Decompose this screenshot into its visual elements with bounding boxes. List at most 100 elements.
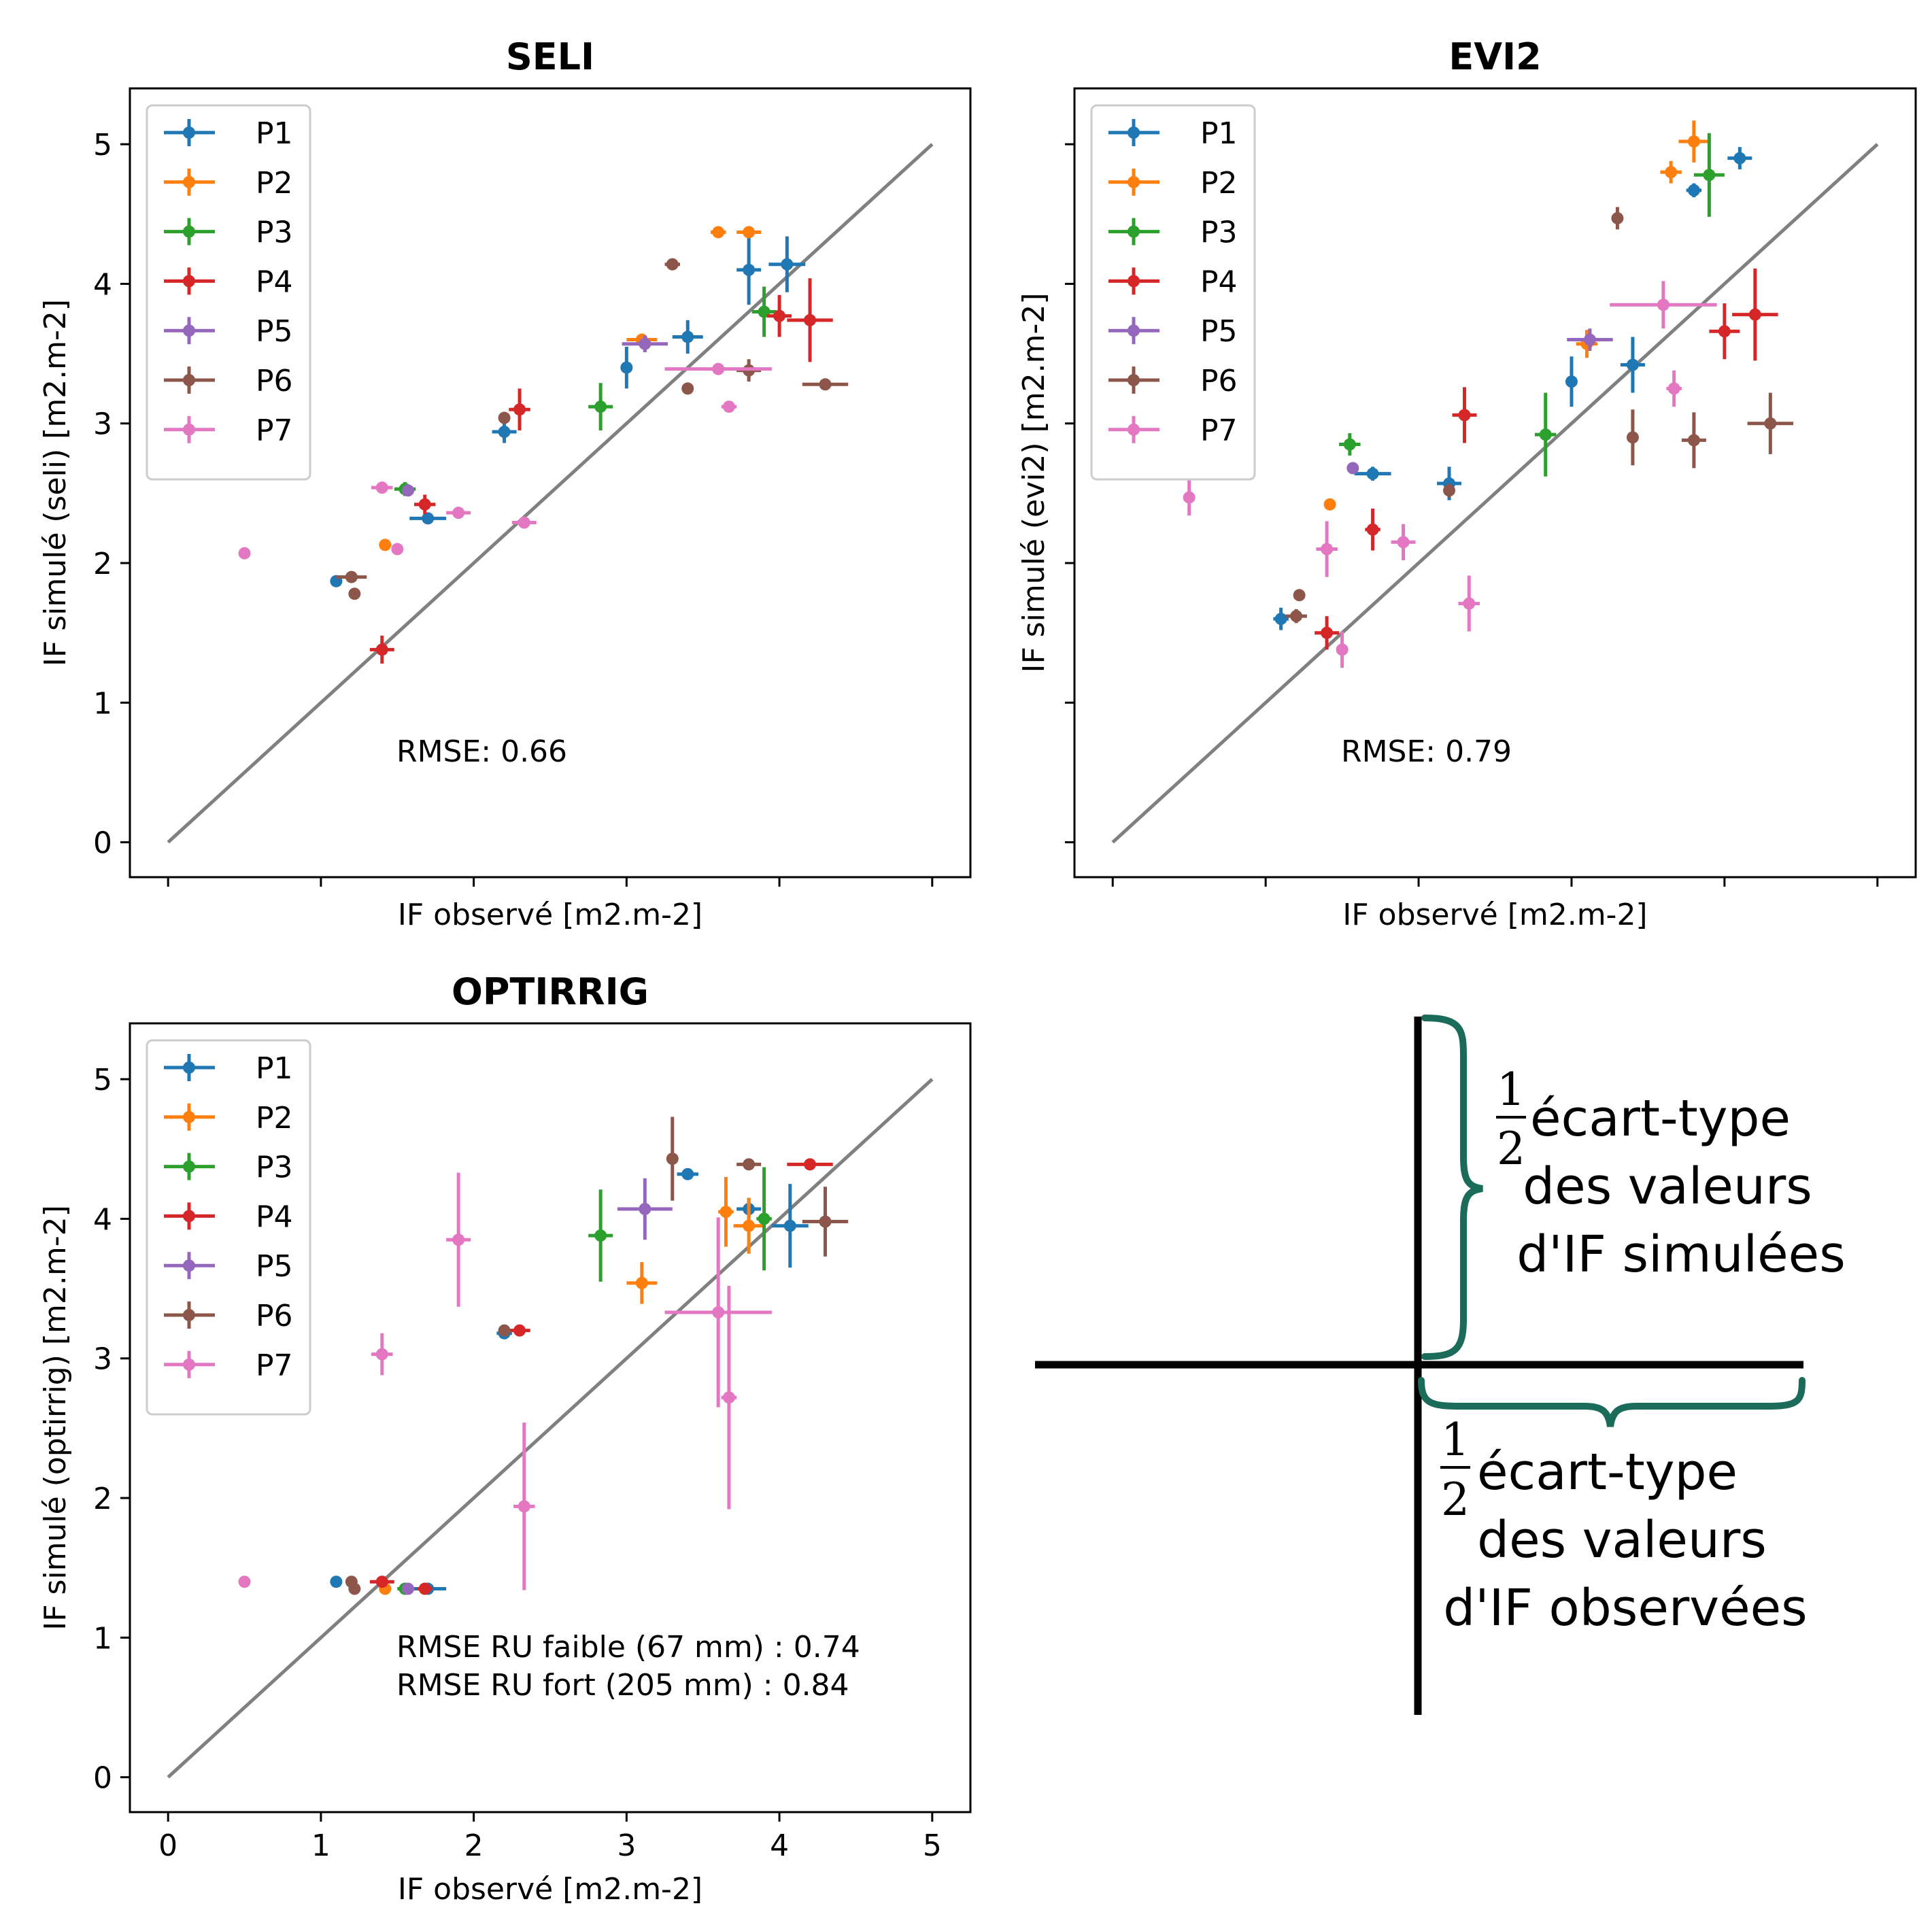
legend-label: P6 xyxy=(256,1299,293,1333)
legend-entry-P3: P3 xyxy=(164,216,293,250)
legend-marker xyxy=(183,1160,195,1173)
data-point xyxy=(721,401,737,413)
series-P5 xyxy=(402,1178,673,1595)
key-vertical-line-1: écart-type xyxy=(1530,1089,1791,1148)
point-marker xyxy=(498,411,511,424)
key-horizontal-line-1: écart-type xyxy=(1477,1443,1738,1501)
point-marker xyxy=(1667,382,1680,395)
axes-frame xyxy=(129,87,972,879)
legend-label: P1 xyxy=(256,116,293,151)
chart-panel-optirrig: OPTIRRIG 0 1 2 3 4 5 0 1 2 3 4 5 IF observé [m2.m-2] I… xyxy=(38,970,972,1907)
data-point xyxy=(787,278,833,362)
data-point xyxy=(1660,160,1682,184)
y-tick-label: 5 xyxy=(93,128,112,163)
legend-entry-P6: P6 xyxy=(164,364,293,398)
series-P3 xyxy=(1339,133,1725,477)
data-point xyxy=(1610,281,1717,329)
point-marker xyxy=(594,401,607,413)
point-marker xyxy=(639,337,651,350)
point-marker xyxy=(418,498,431,511)
data-point xyxy=(1458,575,1480,632)
y-tick-label: 2 xyxy=(93,547,112,581)
data-point xyxy=(498,411,511,424)
point-marker xyxy=(804,313,817,326)
chart-title: SELI xyxy=(506,35,594,78)
y-axis-label: IF simulé (evi2) [m2.m-2] xyxy=(1017,292,1051,672)
point-marker xyxy=(743,1219,756,1232)
data-point xyxy=(1567,328,1613,351)
point-marker xyxy=(348,587,361,600)
data-point xyxy=(413,494,436,515)
y-tick-label: 3 xyxy=(93,407,112,442)
data-point xyxy=(402,484,415,497)
data-point xyxy=(681,382,694,395)
point-marker xyxy=(722,401,735,413)
data-point xyxy=(409,512,447,525)
data-point xyxy=(622,335,668,353)
point-marker xyxy=(743,263,756,276)
chart-panel-evi2: EVI2 IF observé [m2.m-2] IF simulé (evi2) … xyxy=(1017,35,1917,932)
data-point xyxy=(733,1197,764,1254)
point-marker xyxy=(238,547,251,560)
chart-title: OPTIRRIG xyxy=(452,970,649,1013)
point-marker xyxy=(1290,610,1303,623)
series-P5 xyxy=(1346,328,1613,475)
point-marker xyxy=(1293,589,1306,602)
legend-marker xyxy=(183,374,195,386)
point-marker xyxy=(783,1219,796,1232)
point-marker xyxy=(402,484,415,497)
key-fraction-numerator-bottom: 1 xyxy=(1441,1414,1470,1466)
key-horizontal-line-2: des valeurs xyxy=(1477,1511,1767,1569)
series-P4 xyxy=(369,278,833,664)
data-point xyxy=(330,1575,343,1588)
data-point xyxy=(1273,607,1289,630)
point-marker xyxy=(452,1233,465,1246)
legend-entry-P1: P1 xyxy=(164,116,293,151)
data-point xyxy=(672,320,703,354)
legend-entry-P6: P6 xyxy=(164,1299,293,1333)
point-marker xyxy=(379,539,392,551)
point-marker xyxy=(1343,438,1356,451)
point-marker xyxy=(712,226,725,239)
legend-label: P4 xyxy=(1200,265,1238,299)
data-point xyxy=(1346,462,1359,475)
legend-marker xyxy=(183,275,195,288)
rmse-annotation: RMSE: 0.79 xyxy=(1341,734,1512,769)
data-point xyxy=(626,1262,658,1304)
x-tick-label: 2 xyxy=(464,1828,484,1863)
legend-marker xyxy=(183,423,195,436)
legend-entry-P7: P7 xyxy=(164,1348,293,1383)
point-marker xyxy=(1274,613,1287,626)
x-tick-label: 4 xyxy=(770,1828,789,1863)
point-marker xyxy=(620,361,633,374)
point-marker xyxy=(518,516,530,529)
legend-label: P4 xyxy=(256,265,293,299)
data-point xyxy=(588,383,613,431)
y-tick-label: 5 xyxy=(93,1063,112,1097)
data-point xyxy=(771,1184,809,1268)
legend-marker xyxy=(183,1259,195,1272)
key-horizontal-text: 1 2 écart-type des valeurs d'IF observée… xyxy=(1440,1414,1808,1637)
data-point xyxy=(718,1176,734,1247)
key-vertical-line-3: d'IF simulées xyxy=(1516,1225,1846,1284)
key-vertical-text: 1 2 écart-type des valeurs d'IF simulées xyxy=(1496,1063,1846,1284)
point-marker xyxy=(1321,543,1334,556)
legend-label: P7 xyxy=(1200,413,1238,448)
legend-entry-P5: P5 xyxy=(164,314,293,349)
point-marker xyxy=(681,330,694,343)
y-tick-label: 3 xyxy=(93,1342,112,1377)
legend-marker xyxy=(183,1210,195,1223)
legend-label: P3 xyxy=(256,216,293,250)
legend-entry-P2: P2 xyxy=(164,1101,293,1136)
data-point xyxy=(736,226,762,239)
legend-entry-P1: P1 xyxy=(1108,116,1238,151)
data-point xyxy=(802,1187,849,1257)
legend-label: P4 xyxy=(256,1199,293,1234)
legend-label: P7 xyxy=(256,1348,293,1383)
key-horizontal-line-3: d'IF observées xyxy=(1443,1579,1807,1637)
point-marker xyxy=(375,1348,388,1361)
point-marker xyxy=(773,309,786,322)
legend-entry-P5: P5 xyxy=(1108,314,1238,349)
data-point xyxy=(1666,370,1682,407)
